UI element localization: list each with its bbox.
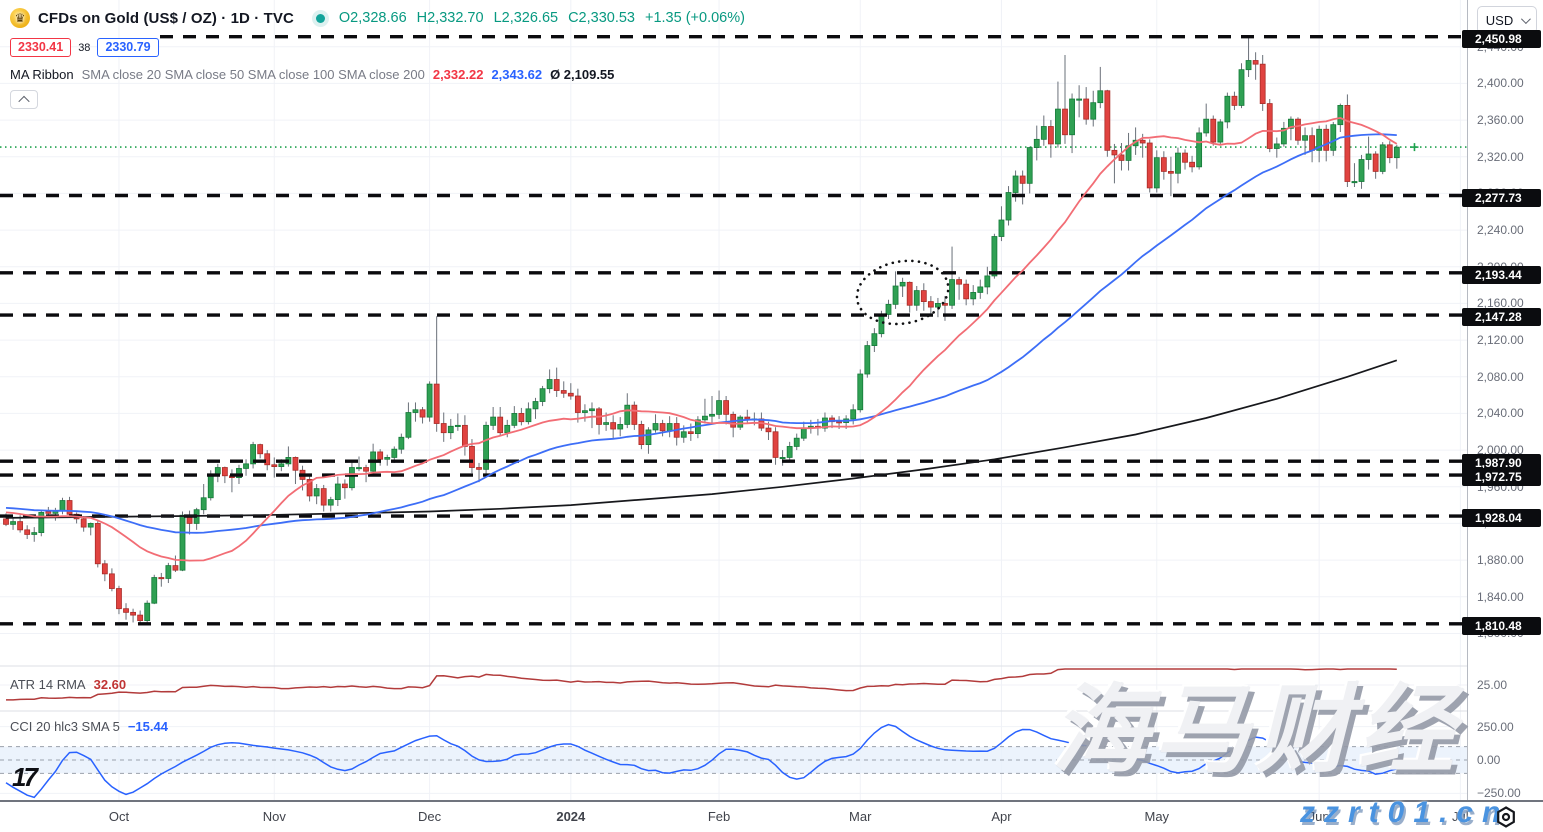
- time-tick-label: Apr: [991, 809, 1012, 824]
- symbol-legend[interactable]: ♛ CFDs on Gold (US$ / OZ) · 1D · TVC O2,…: [10, 8, 745, 28]
- ohlc-open: O2,328.66: [338, 10, 407, 26]
- gridlines: [0, 0, 1467, 800]
- cci-tick-label: 250.00: [1477, 719, 1514, 734]
- atr-legend[interactable]: ATR 14 RMA 32.60: [10, 677, 126, 692]
- atr-value: 32.60: [93, 677, 127, 692]
- market-status-icon: [315, 13, 325, 23]
- chevron-down-icon: [1521, 13, 1532, 24]
- price-chart-canvas[interactable]: [0, 0, 1467, 800]
- sma50-value: 2,343.62: [491, 67, 543, 82]
- symbol-title: CFDs on Gold (US$ / OZ) · 1D · TVC: [38, 9, 294, 27]
- price-tick-label: 2,240.00: [1477, 223, 1524, 238]
- gold-symbol-icon: ♛: [10, 8, 30, 28]
- price-level-badge: 2,277.73: [1462, 188, 1541, 207]
- time-tick-label: Dec: [418, 809, 442, 824]
- time-tick-label: Feb: [707, 809, 731, 824]
- cci-tick-label: 0.00: [1477, 753, 1501, 767]
- price-level-badge: 2,193.44: [1462, 265, 1541, 284]
- price-level-badge: 1,987.90: [1462, 454, 1541, 473]
- ohlc-change: +1.35 (+0.06%): [645, 10, 745, 26]
- chevron-up-icon: [18, 95, 30, 107]
- tradingview-logo-icon[interactable]: 17: [12, 762, 38, 792]
- gear-icon[interactable]: [1494, 805, 1518, 829]
- price-tick-label: 2,000.00: [1477, 443, 1524, 458]
- time-tick-label: Mar: [849, 809, 872, 824]
- atr-label: ATR 14 RMA: [10, 677, 86, 692]
- ma-ribbon-params: SMA close 20 SMA close 50 SMA close 100 …: [81, 67, 425, 82]
- collapse-legend-button[interactable]: [10, 90, 38, 109]
- time-tick-label: Jul: [1452, 809, 1469, 824]
- price-tick-label: 2,400.00: [1477, 76, 1524, 91]
- time-tick-label: 2024: [556, 809, 586, 824]
- atr-line[interactable]: [6, 668, 1397, 701]
- price-tick-label: 2,040.00: [1477, 406, 1524, 421]
- time-tick-label: Jun: [1308, 809, 1330, 824]
- time-tick-label: Nov: [262, 809, 286, 824]
- price-tick-label: 1,840.00: [1477, 589, 1524, 604]
- cci-band: [0, 746, 1467, 774]
- price-tick-label: 2,160.00: [1477, 296, 1524, 311]
- level-lines[interactable]: [0, 34, 1467, 626]
- atr-tick-label: 25.00: [1477, 678, 1508, 692]
- cci-tick-label: −250.00: [1477, 786, 1521, 801]
- price-tick-label: 2,080.00: [1477, 369, 1524, 384]
- time-tick-label: Oct: [108, 809, 130, 824]
- last-price-marker: [1410, 143, 1419, 152]
- time-axis[interactable]: Oct Nov Dec 2024 Feb Mar Apr May Jun Jul: [0, 800, 1543, 832]
- bid-ask-panel: 2330.41 38 2330.79: [10, 38, 159, 57]
- pane-dividers[interactable]: [0, 665, 1467, 712]
- sma20-value: 2,332.22: [432, 67, 484, 82]
- price-level-badge: 1,928.04: [1462, 509, 1541, 528]
- moving-averages[interactable]: [5, 116, 1398, 562]
- price-tick-label: 2,360.00: [1477, 113, 1524, 128]
- price-level-badge: 2,147.28: [1462, 308, 1541, 327]
- price-level-badge: 2,450.98: [1462, 29, 1541, 48]
- cci-value: −15.44: [127, 719, 168, 734]
- price-level-badge: 1,810.48: [1462, 616, 1541, 635]
- cci-label: CCI 20 hlc3 SMA 5: [10, 719, 120, 734]
- cci-legend[interactable]: CCI 20 hlc3 SMA 5 −15.44: [10, 719, 168, 734]
- spread-value: 38: [78, 41, 91, 54]
- sma-average-value: Ø 2,109.55: [550, 67, 615, 82]
- ma-ribbon-label: MA Ribbon: [10, 67, 74, 82]
- ohlc-close: C2,330.53: [568, 10, 635, 26]
- currency-label: USD: [1485, 12, 1514, 28]
- time-tick-label: May: [1144, 809, 1170, 824]
- price-tick-label: 2,320.00: [1477, 149, 1524, 164]
- ohlc-high: H2,332.70: [416, 10, 484, 26]
- candles[interactable]: [3, 37, 1400, 625]
- sell-button[interactable]: 2330.41: [10, 38, 72, 57]
- buy-button[interactable]: 2330.79: [97, 38, 159, 57]
- ohlc-low: L2,326.65: [493, 10, 559, 26]
- price-level-badge: 1,972.75: [1462, 468, 1541, 487]
- ma-ribbon-legend[interactable]: MA Ribbon SMA close 20 SMA close 50 SMA …: [10, 67, 614, 82]
- ellipse-annotation[interactable]: [852, 254, 953, 331]
- cci-line[interactable]: [5, 723, 1397, 799]
- price-tick-label: 2,120.00: [1477, 333, 1524, 348]
- currency-dropdown[interactable]: USD: [1477, 6, 1537, 34]
- price-tick-label: 1,880.00: [1477, 553, 1524, 568]
- price-scale[interactable]: USD 2,440.002,400.002,360.002,320.002,28…: [1462, 0, 1543, 801]
